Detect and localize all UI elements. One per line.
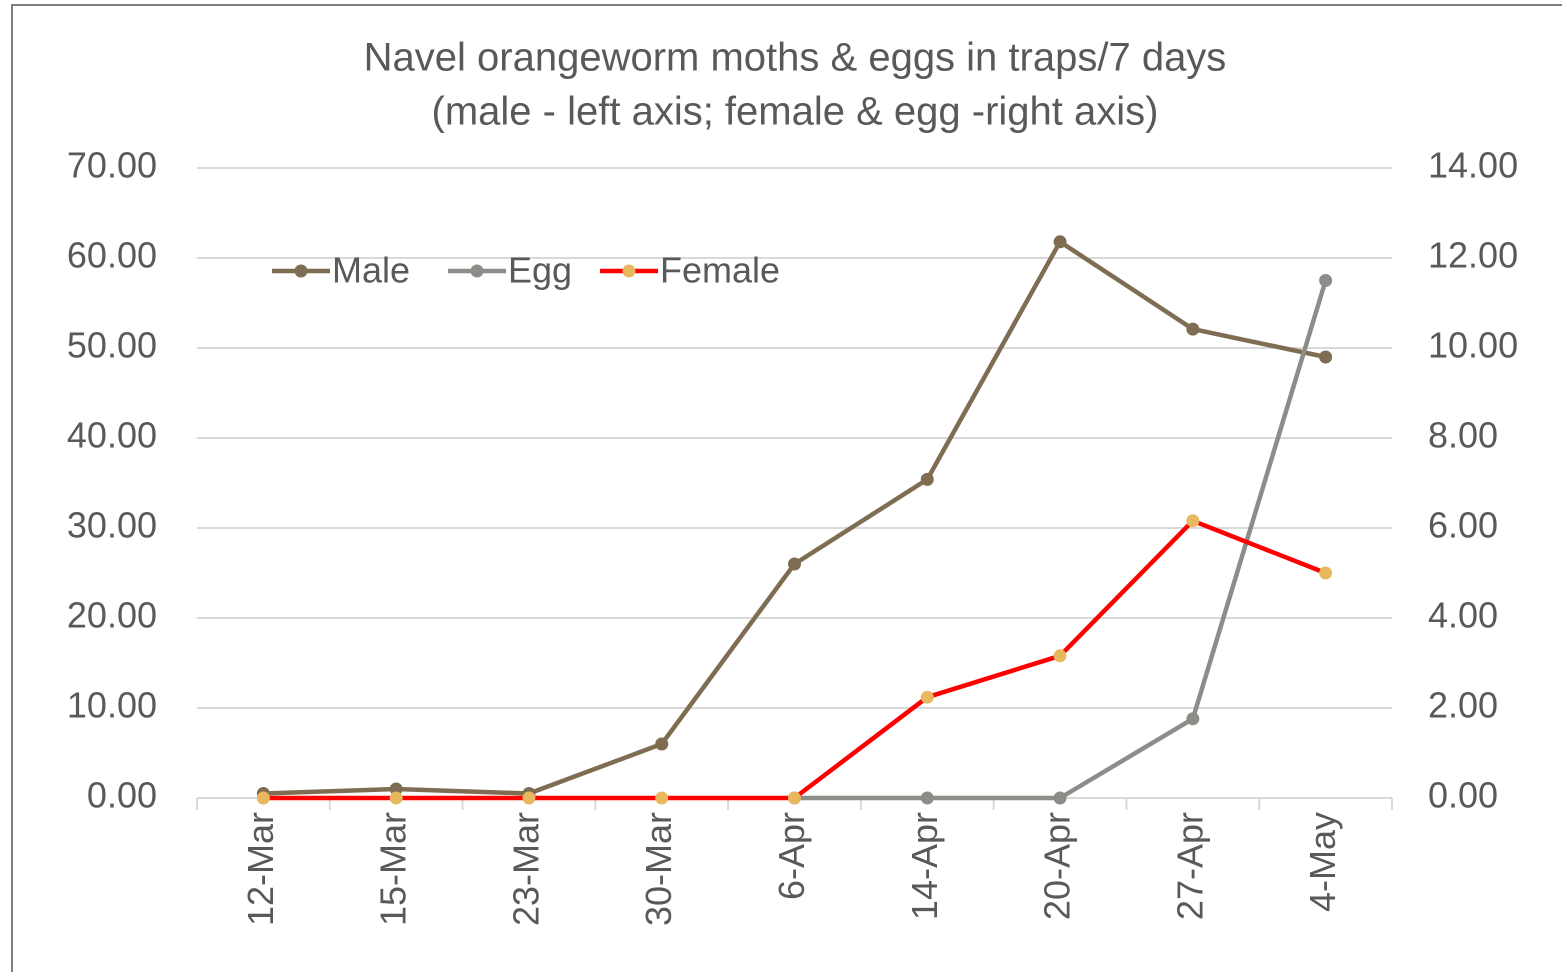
series-marker xyxy=(920,791,934,805)
legend-marker xyxy=(470,264,484,278)
y2-tick-label: 2.00 xyxy=(1428,685,1498,726)
x-tick-label: 6-Apr xyxy=(771,812,812,900)
chart-frame xyxy=(11,4,1562,972)
series-marker xyxy=(1186,322,1200,336)
y-tick-label: 60.00 xyxy=(67,235,157,276)
x-tick-label: 15-Mar xyxy=(373,812,414,926)
series-marker xyxy=(655,791,669,805)
series-marker xyxy=(522,791,536,805)
series-marker xyxy=(1319,566,1333,580)
x-tick-label: 4-May xyxy=(1302,812,1343,912)
y2-tick-label: 4.00 xyxy=(1428,595,1498,636)
chart-title: Navel orangeworm moths & eggs in traps/7… xyxy=(364,36,1227,80)
y-tick-label: 30.00 xyxy=(67,505,157,546)
x-tick-label: 23-Mar xyxy=(505,812,546,926)
series-marker xyxy=(920,690,934,704)
series-marker xyxy=(655,737,669,751)
y2-tick-label: 10.00 xyxy=(1428,325,1518,366)
series-line xyxy=(794,279,1328,801)
series-marker xyxy=(788,791,801,805)
y2-tick-label: 6.00 xyxy=(1428,505,1498,546)
y-tick-label: 20.00 xyxy=(67,595,157,636)
series-marker xyxy=(256,791,270,805)
y-tick-label: 70.00 xyxy=(67,145,157,186)
y2-tick-label: 14.00 xyxy=(1428,145,1518,186)
y-tick-label: 0.00 xyxy=(87,775,157,816)
series-marker xyxy=(1186,712,1200,726)
legend-marker xyxy=(622,264,636,278)
legend-label: Egg xyxy=(508,250,572,291)
legend-marker xyxy=(294,264,308,278)
series-marker xyxy=(1186,514,1200,528)
y-tick-label: 40.00 xyxy=(67,415,157,456)
series-marker xyxy=(1053,791,1067,805)
series-marker xyxy=(1053,649,1067,663)
y2-tick-label: 0.00 xyxy=(1428,775,1498,816)
series-marker xyxy=(389,782,403,796)
x-tick-label: 20-Apr xyxy=(1037,812,1078,920)
series-marker xyxy=(1319,350,1333,364)
legend-label: Male xyxy=(332,250,410,291)
series-line xyxy=(263,239,1327,796)
series-marker xyxy=(1053,235,1067,249)
x-tick-label: 14-Apr xyxy=(904,812,945,920)
series-marker xyxy=(1319,274,1333,287)
legend-label: Female xyxy=(660,250,780,291)
series-marker xyxy=(389,791,403,805)
x-tick-label: 30-Mar xyxy=(638,812,679,926)
y-tick-label: 10.00 xyxy=(67,685,157,726)
y2-tick-label: 12.00 xyxy=(1428,235,1518,276)
series-marker xyxy=(788,557,801,571)
chart-subtitle: (male - left axis; female & egg -right a… xyxy=(432,90,1159,134)
y2-tick-label: 8.00 xyxy=(1428,415,1498,456)
y-tick-label: 50.00 xyxy=(67,325,157,366)
x-tick-label: 27-Apr xyxy=(1169,812,1210,920)
x-tick-label: 12-Mar xyxy=(240,812,281,926)
series-marker xyxy=(920,472,934,486)
